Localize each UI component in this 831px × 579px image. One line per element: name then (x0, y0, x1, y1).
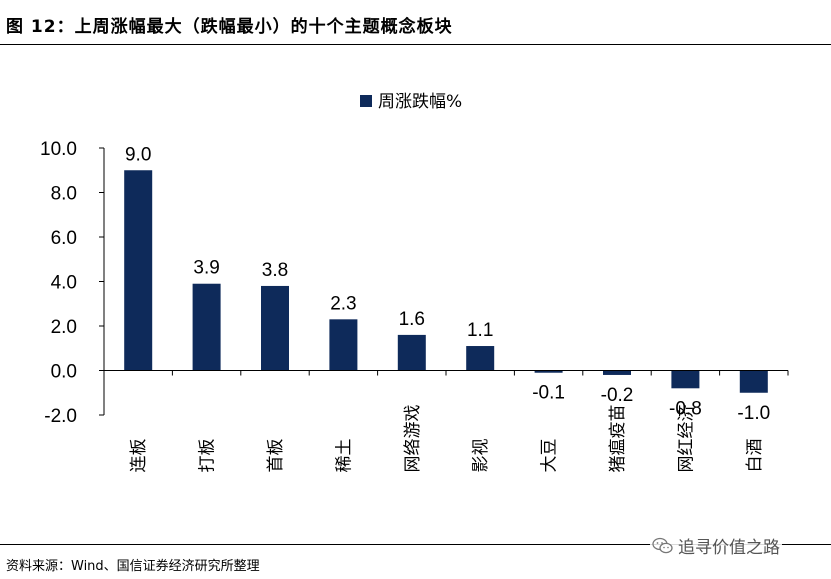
y-tick-label: 10.0 (40, 139, 77, 160)
y-tick-label: 2.0 (51, 317, 77, 338)
data-label: -0.1 (532, 383, 565, 404)
bar (603, 370, 631, 375)
data-label: -1.0 (737, 403, 770, 424)
y-tick-label: -2.0 (44, 406, 77, 427)
y-tick-label: 8.0 (51, 184, 77, 205)
category-label: 打板 (198, 439, 218, 473)
top-divider (0, 44, 831, 45)
bar (739, 370, 768, 393)
data-label: 3.9 (193, 258, 219, 279)
category-label: 大豆 (540, 439, 560, 473)
category-labels-group: 连板 打板 首板 稀土 网络游戏影视 大豆 猪瘟疫苗 网红经济白酒 (129, 405, 765, 473)
bar (192, 283, 221, 371)
category-label: 网红经济 (676, 405, 696, 473)
watermark-text: 追寻价值之路 (678, 538, 780, 558)
bottom-divider (0, 544, 831, 545)
data-label: -0.8 (669, 398, 702, 419)
data-label: 2.3 (330, 293, 356, 314)
bar (466, 346, 495, 371)
data-label: 1.6 (399, 309, 425, 330)
category-label: 白酒 (745, 439, 765, 473)
data-label: 3.8 (262, 260, 288, 281)
y-axis: 10.0 8.0 6.0 4.0 2.0 0.0 -2.0 (40, 139, 105, 427)
bar (534, 370, 563, 373)
bar (261, 285, 289, 371)
bar-chart: 周涨跌幅% 10.0 8.0 6.0 4.0 2.0 0.0 -2.0 9.0 3.9 3.8 2… (40, 92, 789, 473)
y-tick-label: 4.0 (51, 273, 77, 294)
legend-label: 周涨跌幅% (378, 92, 462, 112)
watermark: 追寻价值之路 (650, 533, 782, 558)
y-tick-label: 6.0 (51, 228, 77, 249)
data-label: 1.1 (467, 320, 493, 341)
legend-swatch (360, 95, 372, 107)
y-tick-label: 0.0 (51, 362, 77, 383)
bar (124, 170, 153, 371)
category-label: 首板 (266, 439, 286, 473)
category-label: 影视 (471, 439, 491, 473)
x-axis (103, 370, 789, 376)
source-note: 资料来源：Wind、国信证券经济研究所整理 (6, 559, 260, 574)
wechat-icon (652, 537, 673, 553)
data-label: -0.2 (601, 385, 634, 406)
category-label: 连板 (129, 439, 149, 473)
category-label: 网络游戏 (403, 405, 423, 473)
bars-group (124, 170, 768, 393)
bar (329, 319, 358, 371)
chart-legend: 周涨跌幅% (360, 92, 462, 112)
category-label: 稀土 (334, 439, 354, 473)
bar (671, 370, 700, 389)
figure-title: 图 12：上周涨幅最大（跌幅最小）的十个主题概念板块 (6, 17, 453, 37)
data-labels-group: 9.0 3.9 3.8 2.3 1.6 1.1 -0.1 -0.2 -0.8 -1.0 (125, 144, 770, 424)
data-label: 9.0 (125, 144, 151, 165)
bar (397, 334, 426, 371)
category-label: 猪瘟疫苗 (608, 405, 628, 473)
